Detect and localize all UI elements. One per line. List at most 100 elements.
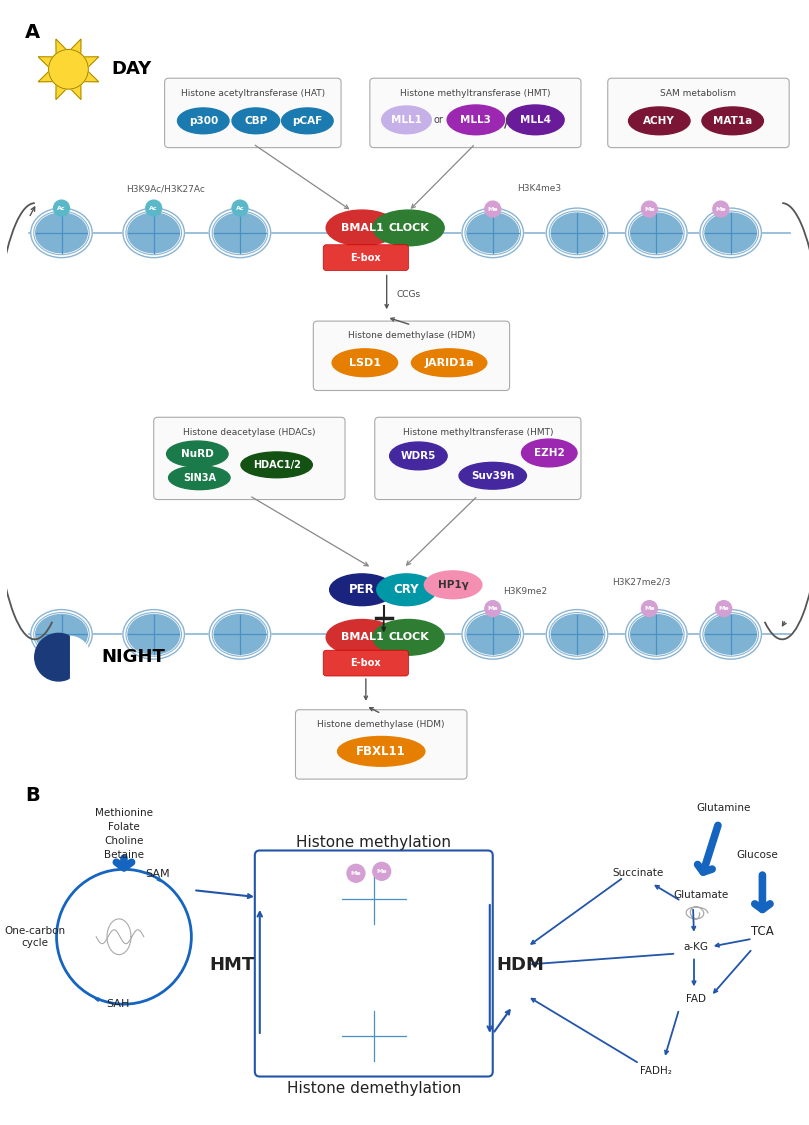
Text: FADH₂: FADH₂ xyxy=(641,1065,672,1076)
Text: E-box: E-box xyxy=(350,253,381,262)
Polygon shape xyxy=(70,39,81,54)
Text: One-carbon
cycle: One-carbon cycle xyxy=(4,926,66,947)
Text: Methionine
Folate
Choline
Betaine: Methionine Folate Choline Betaine xyxy=(95,808,153,860)
Ellipse shape xyxy=(337,870,410,929)
Ellipse shape xyxy=(342,874,405,924)
Text: B: B xyxy=(25,786,40,806)
Text: ACHY: ACHY xyxy=(643,116,676,126)
Text: MLL4: MLL4 xyxy=(520,115,551,125)
FancyBboxPatch shape xyxy=(295,710,467,780)
Ellipse shape xyxy=(128,213,180,253)
Text: Me: Me xyxy=(350,871,362,875)
Ellipse shape xyxy=(630,213,682,253)
Text: Me: Me xyxy=(488,207,498,212)
Ellipse shape xyxy=(232,108,280,134)
Circle shape xyxy=(642,201,658,217)
Text: H3K9me2: H3K9me2 xyxy=(502,587,547,596)
Ellipse shape xyxy=(326,210,397,245)
Text: Glutamine: Glutamine xyxy=(697,803,751,813)
Text: Ac: Ac xyxy=(57,206,66,210)
Text: Me: Me xyxy=(644,606,654,611)
Text: Glucose: Glucose xyxy=(736,850,778,861)
Circle shape xyxy=(485,201,501,217)
Ellipse shape xyxy=(702,107,764,135)
Ellipse shape xyxy=(412,349,487,377)
FancyBboxPatch shape xyxy=(255,850,493,1077)
Text: CBP: CBP xyxy=(244,116,268,126)
Ellipse shape xyxy=(210,208,271,258)
Polygon shape xyxy=(84,56,99,68)
Text: Ac: Ac xyxy=(150,206,158,210)
Ellipse shape xyxy=(373,620,444,655)
Text: Histone acetyltransferase (HAT): Histone acetyltransferase (HAT) xyxy=(180,89,325,98)
Ellipse shape xyxy=(241,452,312,478)
FancyBboxPatch shape xyxy=(608,79,789,147)
Text: Histone demethylase (HDM): Histone demethylase (HDM) xyxy=(317,720,445,729)
Circle shape xyxy=(49,50,88,89)
Text: H3K27me2/3: H3K27me2/3 xyxy=(612,578,670,587)
Text: Succinate: Succinate xyxy=(613,868,664,879)
Text: BMAL1: BMAL1 xyxy=(341,632,383,642)
Text: EZH2: EZH2 xyxy=(534,448,565,458)
FancyBboxPatch shape xyxy=(164,79,341,147)
Text: DAY: DAY xyxy=(111,61,151,79)
Ellipse shape xyxy=(459,462,527,489)
Ellipse shape xyxy=(629,107,690,135)
Ellipse shape xyxy=(210,610,271,659)
Text: Glutamate: Glutamate xyxy=(673,890,729,900)
Ellipse shape xyxy=(342,1011,405,1061)
Ellipse shape xyxy=(546,610,608,659)
Text: PER: PER xyxy=(349,583,375,596)
Ellipse shape xyxy=(31,610,92,659)
Text: Histone demethylation: Histone demethylation xyxy=(286,1081,461,1096)
Text: HDAC1/2: HDAC1/2 xyxy=(252,460,301,470)
Wedge shape xyxy=(70,637,90,678)
Wedge shape xyxy=(49,637,70,678)
Ellipse shape xyxy=(462,610,523,659)
Ellipse shape xyxy=(36,213,87,253)
Text: LSD1: LSD1 xyxy=(349,358,381,368)
Ellipse shape xyxy=(128,614,180,655)
Ellipse shape xyxy=(546,208,608,258)
Ellipse shape xyxy=(214,213,265,253)
Text: HP1γ: HP1γ xyxy=(438,579,468,590)
Circle shape xyxy=(53,200,70,216)
Text: HDM: HDM xyxy=(497,955,544,973)
Text: SAH: SAH xyxy=(106,999,129,1009)
Ellipse shape xyxy=(214,614,265,655)
Ellipse shape xyxy=(326,620,397,655)
Polygon shape xyxy=(70,84,81,99)
Ellipse shape xyxy=(551,213,603,253)
Text: BMAL1: BMAL1 xyxy=(341,223,383,233)
Text: Histone demethylase (HDM): Histone demethylase (HDM) xyxy=(348,332,475,341)
Ellipse shape xyxy=(700,208,761,258)
Text: Me: Me xyxy=(488,606,498,611)
Text: HMT: HMT xyxy=(210,955,255,973)
Text: FBXL11: FBXL11 xyxy=(356,745,406,758)
Text: Me: Me xyxy=(644,207,654,212)
Ellipse shape xyxy=(705,614,756,655)
Text: CRY: CRY xyxy=(394,583,419,596)
Ellipse shape xyxy=(167,441,228,467)
Ellipse shape xyxy=(506,105,564,135)
Circle shape xyxy=(232,200,248,216)
Text: CLOCK: CLOCK xyxy=(388,223,429,233)
Ellipse shape xyxy=(630,614,682,655)
Text: JARID1a: JARID1a xyxy=(424,358,474,368)
Ellipse shape xyxy=(177,108,229,134)
Ellipse shape xyxy=(467,614,519,655)
Ellipse shape xyxy=(377,574,436,605)
Ellipse shape xyxy=(330,574,394,605)
Circle shape xyxy=(373,863,391,880)
Text: E-box: E-box xyxy=(350,658,381,668)
Text: H3K4me3: H3K4me3 xyxy=(518,184,561,193)
Ellipse shape xyxy=(123,208,184,258)
Ellipse shape xyxy=(447,105,505,135)
Ellipse shape xyxy=(282,108,333,134)
Ellipse shape xyxy=(373,210,444,245)
Circle shape xyxy=(485,601,501,616)
Text: TCA: TCA xyxy=(751,925,773,938)
Circle shape xyxy=(716,601,731,616)
Circle shape xyxy=(35,633,83,681)
Circle shape xyxy=(642,601,658,616)
